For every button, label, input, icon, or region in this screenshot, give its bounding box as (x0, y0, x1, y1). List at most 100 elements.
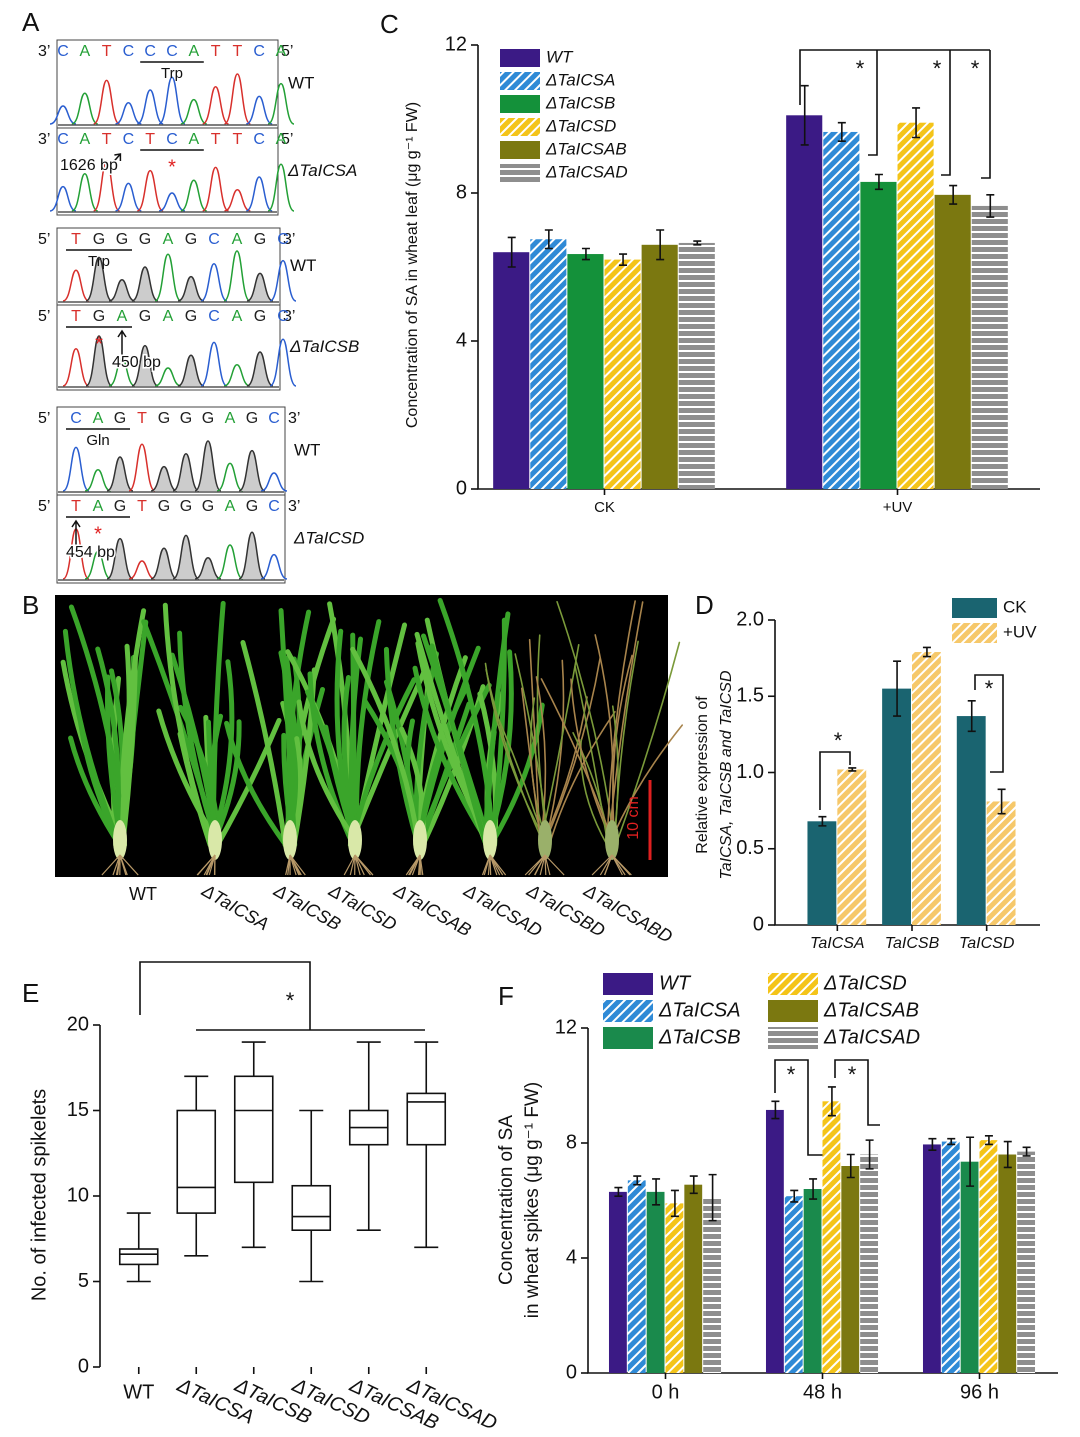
base: T (211, 131, 221, 148)
genotype-label: ΔTaICSA (287, 161, 357, 180)
bar (956, 716, 986, 925)
genotype-label: ΔTaICSB (289, 337, 359, 356)
trace-peak (172, 453, 200, 492)
base: C (123, 131, 135, 148)
bar (530, 239, 567, 489)
leaf (488, 702, 545, 848)
y-tick-label: 4 (456, 329, 467, 351)
trace-peak (216, 462, 244, 492)
base: A (117, 308, 128, 325)
base: T (233, 43, 243, 60)
bar (822, 1101, 841, 1373)
trace-peak (202, 166, 230, 212)
brackets: * * * * * * * * (139, 49, 1004, 1156)
legend-label: ΔTaICSA (658, 999, 741, 1021)
legend-swatch (500, 72, 540, 90)
bar (860, 181, 897, 489)
chromatogram-frame (56, 494, 286, 584)
y-axis-label: in wheat spikes (μg g⁻¹ FW) (522, 1082, 543, 1318)
panel-label: E (22, 978, 39, 1008)
leaf (334, 628, 357, 848)
root (483, 854, 491, 876)
error-bar (984, 1135, 993, 1146)
codon-label: Trp (161, 65, 183, 82)
bracket (974, 674, 1004, 773)
position-label: 1626 bp (60, 157, 118, 174)
root (604, 854, 613, 876)
base: G (246, 410, 258, 427)
bracket (799, 49, 991, 179)
trace-peak (238, 531, 266, 580)
error-bar (949, 184, 958, 205)
panel-label: F (498, 981, 514, 1011)
y-axis-label: Relative expression of (694, 696, 711, 854)
legend-label: ΔTaICSAD (545, 162, 628, 181)
base: G (93, 231, 105, 248)
legend-label: +UV (1003, 622, 1037, 641)
strand-end: 5’ (38, 308, 50, 325)
base: G (158, 410, 170, 427)
strand-end: 3’ (283, 231, 295, 248)
trace-peak (84, 550, 112, 580)
strand-end: 5’ (281, 131, 293, 148)
whisker-low (414, 1144, 439, 1249)
base: G (114, 498, 126, 515)
root (354, 854, 361, 876)
significance: * (985, 676, 994, 701)
leaf (120, 653, 138, 848)
trace-peak (267, 163, 295, 212)
base: A (225, 410, 236, 427)
base: A (93, 498, 104, 515)
trace-peak (154, 367, 182, 387)
base: G (246, 498, 258, 515)
root (544, 854, 547, 876)
leaf (484, 662, 549, 846)
trace-peak (150, 465, 178, 492)
trace-peak (223, 250, 251, 302)
base: C (57, 131, 69, 148)
root (544, 854, 565, 876)
bar (979, 1140, 998, 1373)
error-bar (827, 1086, 836, 1117)
base: G (139, 308, 151, 325)
leaf (536, 634, 549, 846)
codon-label: Gln (86, 432, 109, 449)
error-bar (865, 1139, 874, 1170)
trace-peak (245, 95, 273, 125)
base: T (102, 43, 112, 60)
base: G (254, 308, 266, 325)
trace-peak (180, 179, 208, 212)
legend-swatch (603, 973, 653, 995)
bracket (774, 1059, 880, 1156)
base: G (202, 498, 214, 515)
legend-label: ΔTaICSAB (823, 999, 919, 1021)
legend-label: CK (1003, 597, 1027, 616)
panel-label: A (22, 7, 40, 37)
leaf (520, 687, 542, 846)
mutation-star: * (94, 523, 102, 545)
legend-label: WT (546, 47, 574, 66)
leaf (240, 640, 288, 848)
error-bar (614, 1186, 623, 1197)
whisker-low (241, 1182, 266, 1249)
bar (608, 1191, 627, 1373)
leaf (543, 657, 601, 846)
y-tick-label: 0 (566, 1361, 577, 1383)
base: A (188, 131, 199, 148)
error-bar (708, 1173, 717, 1222)
root (119, 854, 139, 876)
error-bar (922, 646, 931, 658)
panel-label: B (22, 590, 39, 620)
leaf (348, 636, 364, 848)
trace-peak (158, 192, 186, 212)
base: G (202, 410, 214, 427)
y-tick-label: 1.5 (736, 685, 764, 707)
plant-base (413, 820, 427, 860)
leaf (543, 659, 565, 846)
y-tick-label: 0.5 (736, 837, 764, 859)
plant-base (538, 820, 552, 860)
y-tick-label: 0 (753, 913, 764, 935)
whisker-high (356, 1041, 381, 1111)
root (599, 854, 613, 876)
bracket (139, 961, 425, 1031)
